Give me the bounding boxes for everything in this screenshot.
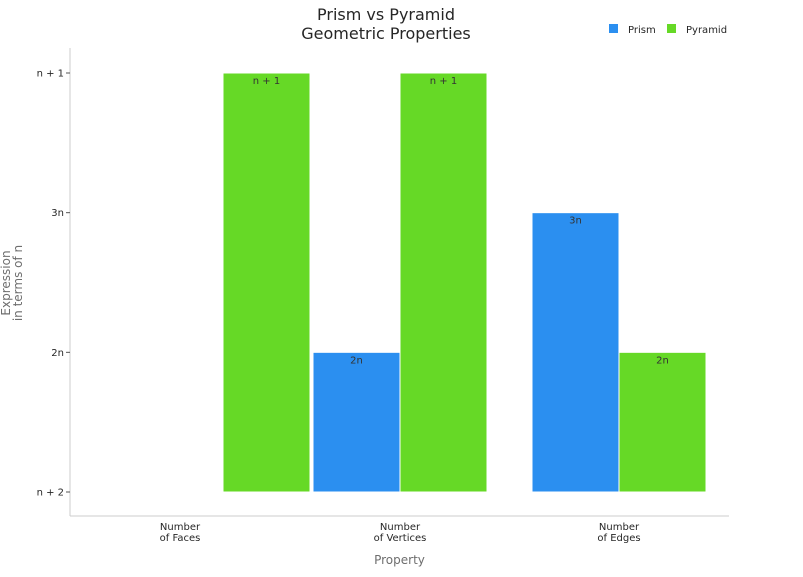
legend-swatch-prism — [609, 24, 618, 33]
y-tick-label: n + 2 — [37, 488, 64, 499]
bar-pyramid-number-of-edges — [618, 351, 707, 493]
y-axis-title: Expression in terms of n — [0, 245, 25, 321]
x-tick-label: Number — [380, 522, 421, 533]
legend-swatch-pyramid — [667, 24, 676, 33]
chart-title-line-1: Prism vs Pyramid — [317, 5, 455, 24]
x-tick-label: Number — [160, 522, 201, 533]
axes — [69, 48, 729, 517]
bars: n + 1 2n n + 1 3n 2n — [222, 72, 707, 493]
x-tick-label: of Faces — [160, 533, 201, 544]
y-tick-label: 2n — [51, 348, 64, 359]
legend: Prism Pyramid — [609, 24, 727, 36]
data-label-pyramid-number-of-vertices: n + 1 — [430, 76, 457, 87]
y-tick-label: n + 1 — [37, 69, 64, 80]
bar-prism-number-of-vertices — [312, 351, 401, 493]
legend-label-prism: Prism — [628, 25, 656, 36]
bar-pyramid-number-of-faces — [222, 72, 311, 493]
bar-pyramid-number-of-vertices — [399, 72, 488, 493]
x-tick-label: of Vertices — [374, 533, 427, 544]
bar-prism-number-of-edges — [531, 212, 620, 493]
data-label-prism-number-of-edges: 3n — [569, 216, 582, 227]
x-tick-label: of Edges — [597, 533, 640, 544]
x-tick-label: Number — [599, 522, 640, 533]
y-tick-label: 3n — [51, 208, 64, 219]
y-axis-title-line-2: in terms of n — [11, 245, 25, 321]
data-label-pyramid-number-of-faces: n + 1 — [253, 76, 280, 87]
y-ticks: n + 2 2n 3n n + 1 — [37, 69, 70, 499]
legend-label-pyramid: Pyramid — [686, 25, 727, 36]
y-axis-title-line-1: Expression — [0, 250, 13, 315]
data-label-prism-number-of-vertices: 2n — [350, 355, 363, 366]
x-axis-title: Property — [374, 553, 425, 567]
data-label-pyramid-number-of-edges: 2n — [656, 355, 669, 366]
chart-title-line-2: Geometric Properties — [301, 24, 471, 43]
